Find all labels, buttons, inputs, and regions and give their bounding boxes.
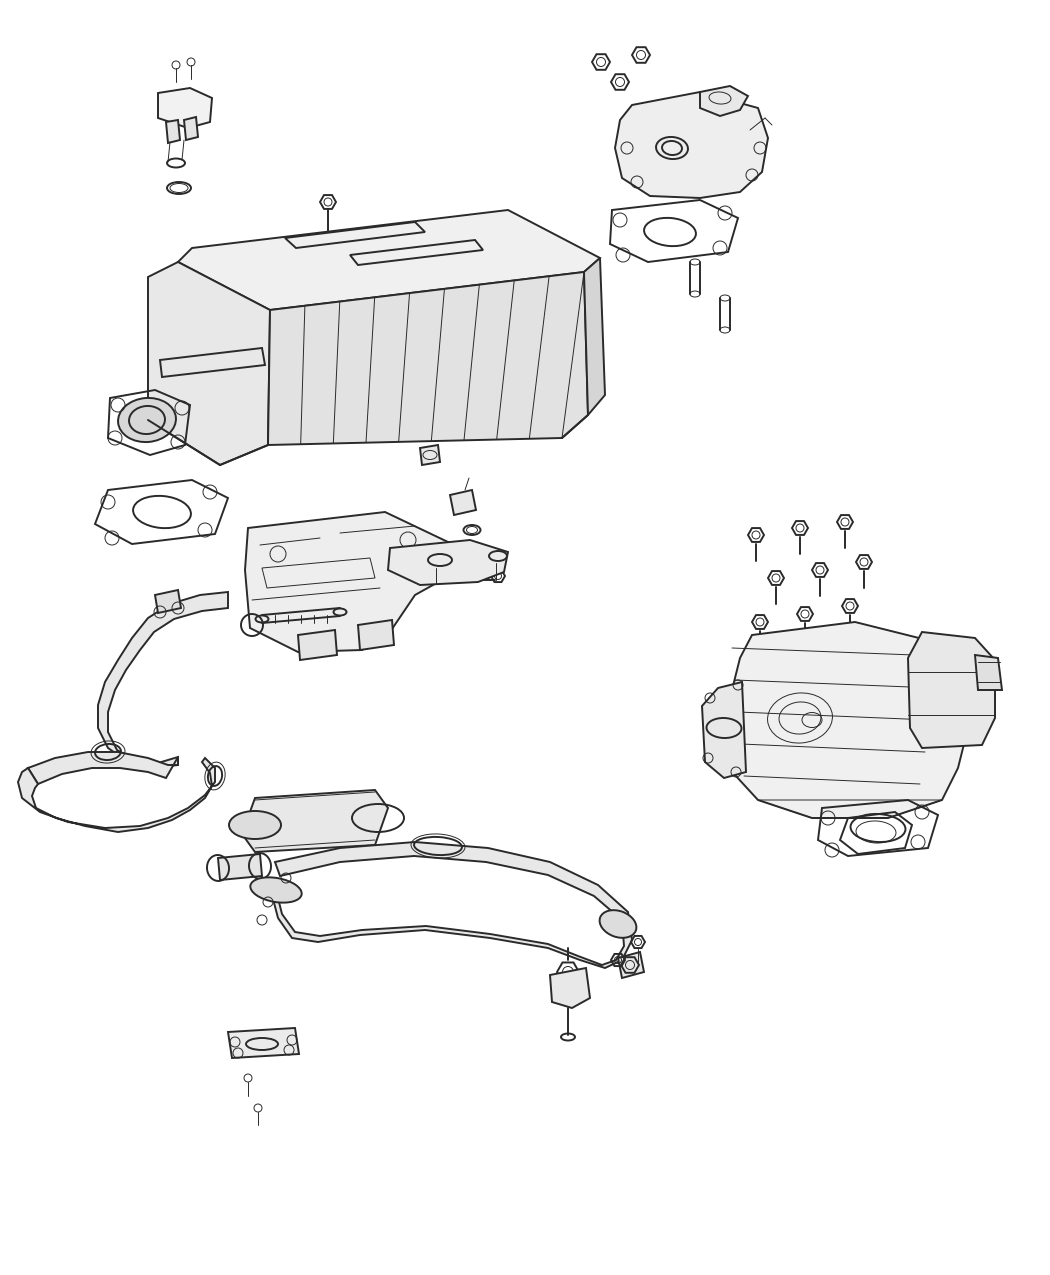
Ellipse shape: [229, 811, 281, 839]
Polygon shape: [450, 490, 476, 515]
Polygon shape: [218, 854, 262, 880]
Polygon shape: [166, 120, 180, 143]
Polygon shape: [178, 210, 600, 310]
Polygon shape: [272, 842, 632, 968]
Polygon shape: [730, 622, 970, 819]
Polygon shape: [155, 590, 181, 613]
Polygon shape: [158, 88, 212, 128]
Polygon shape: [908, 632, 995, 748]
Polygon shape: [618, 952, 644, 978]
Polygon shape: [18, 759, 215, 833]
Polygon shape: [700, 85, 748, 116]
Polygon shape: [615, 92, 768, 198]
Polygon shape: [245, 513, 448, 652]
Polygon shape: [184, 117, 198, 140]
Polygon shape: [268, 272, 588, 445]
Ellipse shape: [250, 877, 301, 903]
Polygon shape: [358, 620, 394, 650]
Polygon shape: [228, 1028, 299, 1058]
Polygon shape: [420, 445, 440, 465]
Polygon shape: [98, 592, 228, 768]
Polygon shape: [702, 682, 746, 778]
Polygon shape: [242, 790, 388, 852]
Polygon shape: [975, 655, 1002, 690]
Polygon shape: [148, 261, 270, 465]
Polygon shape: [584, 258, 605, 414]
Polygon shape: [388, 541, 508, 585]
Polygon shape: [298, 630, 337, 660]
Ellipse shape: [118, 398, 176, 442]
Polygon shape: [550, 968, 590, 1009]
Polygon shape: [28, 752, 178, 784]
Ellipse shape: [600, 910, 636, 938]
